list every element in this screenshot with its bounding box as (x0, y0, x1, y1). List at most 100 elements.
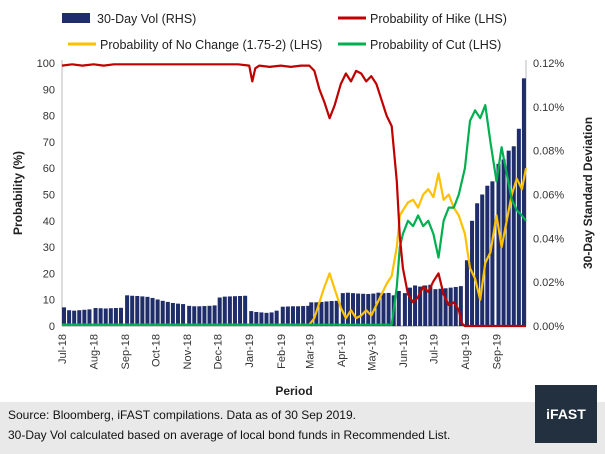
x-tick-label: Mar-19 (304, 334, 316, 369)
x-tick-label: Jan-19 (244, 334, 256, 368)
vol-bar (140, 296, 145, 326)
vol-bar (243, 295, 248, 326)
vol-bar (418, 286, 423, 326)
x-tick-label: Nov-18 (182, 334, 194, 369)
vol-bar (329, 301, 334, 326)
right-tick-label: 0.06% (533, 190, 564, 202)
x-tick-label: Sep-19 (492, 334, 504, 369)
vol-bar (264, 312, 269, 326)
left-tick-label: 80 (43, 111, 55, 123)
vol-bar (62, 307, 67, 326)
vol-bar (490, 181, 495, 326)
vol-bar (87, 309, 92, 326)
vol-bar (306, 305, 311, 326)
vol-bar (181, 304, 186, 326)
left-axis-title: Probability (%) (11, 151, 25, 235)
right-tick-labels: 0.00% 0.02% 0.04% 0.06% 0.08% 0.10% 0.12% (533, 58, 564, 333)
vol-bar (324, 301, 329, 326)
left-tick-label: 90 (43, 84, 55, 96)
vol-bar (82, 309, 87, 326)
x-tick-label: Sep-18 (120, 334, 132, 369)
vol-bar (516, 128, 521, 326)
vol-bar (77, 310, 82, 326)
right-tick-label: 0.10% (533, 102, 564, 114)
vol-bar (254, 311, 259, 326)
vol-bar (381, 293, 386, 326)
vol-bar (113, 308, 118, 326)
vol-bar (238, 295, 243, 326)
x-tick-labels: Jul-18 Aug-18 Sep-18 Oct-18 Nov-18 Dec-18 Jan-… (57, 334, 504, 371)
footer-source: Source: Bloomberg, iFAST compilations. D… (8, 408, 356, 422)
vol-bar (464, 260, 469, 326)
vol-bar (269, 312, 274, 326)
x-tick-label: Feb-19 (276, 334, 288, 369)
vol-bar (274, 310, 279, 326)
vol-bar (407, 287, 412, 326)
footer-note: 30-Day Vol calculated based on average o… (8, 428, 451, 442)
vol-bar (438, 288, 443, 326)
x-tick-label: Jun-19 (398, 334, 410, 368)
vol-bar (93, 308, 98, 326)
ifast-logo: iFAST (535, 385, 597, 443)
vol-bar (345, 292, 350, 326)
vol-bar (187, 305, 192, 326)
vol-bars (62, 78, 526, 326)
vol-bar (197, 306, 202, 326)
vol-bar (202, 306, 207, 326)
chart: 30-Day Vol (RHS) Probability of Hike (LH… (11, 12, 595, 398)
vol-bar (511, 146, 516, 326)
vol-bar (165, 301, 170, 326)
vol-bar (72, 310, 77, 326)
vol-bar (334, 300, 339, 326)
right-tick-label: 0.00% (533, 321, 564, 333)
left-tick-label: 20 (43, 268, 55, 280)
vol-bar (506, 150, 511, 326)
vol-bar (175, 303, 180, 326)
left-tick-label: 10 (43, 295, 55, 307)
x-tick-label: Jul-18 (57, 334, 69, 364)
legend-label-nochange: Probability of No Change (1.75-2) (LHS) (100, 38, 322, 52)
vol-bar (145, 296, 150, 326)
right-tick-label: 0.02% (533, 277, 564, 289)
left-tick-label: 50 (43, 190, 55, 202)
legend-label-hike: Probability of Hike (LHS) (370, 12, 507, 26)
vol-bar (227, 296, 232, 326)
x-tick-label: Apr-19 (336, 334, 348, 367)
vol-bar (433, 289, 438, 326)
vol-bar (232, 296, 237, 326)
vol-bar (480, 194, 485, 326)
vol-bar (396, 290, 401, 326)
vol-bar (485, 185, 490, 326)
vol-bar (249, 311, 254, 326)
vol-bar (135, 295, 140, 326)
right-axis-title: 30-Day Standard Deviation (581, 117, 595, 269)
x-tick-label: Jul-19 (428, 334, 440, 364)
vol-bar (192, 306, 197, 326)
hike-line (61, 63, 526, 328)
vol-bar (285, 306, 290, 326)
x-axis-title: Period (275, 384, 312, 398)
x-tick-label: May-19 (366, 334, 378, 371)
vol-bar (475, 203, 480, 326)
x-tick-label: Aug-19 (460, 334, 472, 369)
left-tick-label: 30 (43, 242, 55, 254)
vol-bar (413, 285, 418, 326)
vol-bar (108, 308, 113, 326)
no-change-line (62, 167, 528, 326)
vol-bar (319, 301, 324, 326)
vol-bar (361, 293, 366, 326)
left-tick-label: 40 (43, 216, 55, 228)
vol-bar (280, 306, 285, 326)
vol-bar (67, 310, 72, 326)
vol-bar (259, 312, 264, 326)
vol-bar (521, 78, 526, 326)
left-tick-label: 0 (49, 321, 55, 333)
vol-bar (402, 293, 407, 326)
x-tick-label: Aug-18 (89, 334, 101, 369)
right-tick-label: 0.12% (533, 58, 564, 70)
vol-bar (222, 296, 227, 326)
vol-bar (170, 302, 175, 326)
vol-bar (366, 294, 371, 326)
left-tick-label: 100 (37, 58, 55, 70)
vol-bar (448, 287, 453, 326)
